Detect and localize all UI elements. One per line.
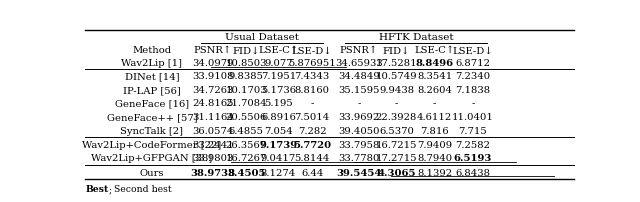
- Text: LSE-D↓: LSE-D↓: [452, 46, 493, 55]
- Text: DINet [14]: DINet [14]: [125, 72, 179, 81]
- Text: LSE-C↑: LSE-C↑: [415, 46, 455, 55]
- Text: 7.054: 7.054: [264, 126, 292, 135]
- Text: 6.8438: 6.8438: [455, 168, 490, 177]
- Text: 5.8144: 5.8144: [294, 154, 330, 163]
- Text: 20.5506: 20.5506: [225, 113, 267, 121]
- Text: 5.195: 5.195: [264, 99, 292, 108]
- Text: 8.8496: 8.8496: [415, 58, 454, 67]
- Text: 33.2441: 33.2441: [192, 140, 234, 149]
- Text: 22.3928: 22.3928: [376, 113, 417, 121]
- Text: 5.876951: 5.876951: [288, 58, 336, 67]
- Text: 36.0574: 36.0574: [192, 126, 234, 135]
- Text: 4.3065: 4.3065: [377, 168, 416, 177]
- Text: LSE-D↓: LSE-D↓: [292, 46, 332, 55]
- Text: -: -: [433, 99, 436, 108]
- Text: PSNR↑: PSNR↑: [194, 46, 232, 55]
- Text: 24.8165: 24.8165: [192, 99, 234, 108]
- Text: 7.282: 7.282: [298, 126, 326, 135]
- Text: 34.0979: 34.0979: [192, 58, 234, 67]
- Text: Wav2Lip+CodeFormer [22]: Wav2Lip+CodeFormer [22]: [83, 140, 221, 149]
- Text: 34.65933: 34.65933: [335, 58, 383, 67]
- Text: 8.1392: 8.1392: [417, 168, 452, 177]
- Text: 33.9692: 33.9692: [338, 113, 380, 121]
- Text: Method: Method: [132, 46, 172, 55]
- Text: 26.3567: 26.3567: [225, 140, 267, 149]
- Text: 9.077: 9.077: [264, 58, 292, 67]
- Text: 6.5370: 6.5370: [379, 126, 414, 135]
- Text: FID↓: FID↓: [383, 46, 410, 55]
- Text: 6.8916: 6.8916: [261, 113, 296, 121]
- Text: -: -: [310, 99, 314, 108]
- Text: 8.3541: 8.3541: [417, 72, 452, 81]
- Text: 6.44: 6.44: [301, 168, 323, 177]
- Text: 8.1274: 8.1274: [260, 168, 296, 177]
- Text: 4.6112: 4.6112: [417, 113, 452, 121]
- Text: 7.9409: 7.9409: [417, 140, 452, 149]
- Text: 9.8385: 9.8385: [228, 72, 264, 81]
- Text: 16.7267: 16.7267: [225, 154, 267, 163]
- Text: 16.7215: 16.7215: [376, 140, 417, 149]
- Text: 38.9738: 38.9738: [191, 168, 236, 177]
- Text: 8.2604: 8.2604: [417, 85, 452, 94]
- Text: 7.2582: 7.2582: [455, 140, 490, 149]
- Text: 31.1164: 31.1164: [192, 113, 234, 121]
- Text: 6.5193: 6.5193: [454, 154, 492, 163]
- Text: -: -: [395, 99, 398, 108]
- Text: Usual Dataset: Usual Dataset: [225, 33, 299, 42]
- Text: 33.7780: 33.7780: [338, 154, 380, 163]
- Text: GeneFace++ [57]: GeneFace++ [57]: [107, 113, 197, 121]
- Text: 6.8712: 6.8712: [455, 58, 490, 67]
- Text: 10.5749: 10.5749: [376, 72, 417, 81]
- Text: 3.4505: 3.4505: [227, 168, 266, 177]
- Text: 8.8160: 8.8160: [294, 85, 330, 94]
- Text: 11.0401: 11.0401: [452, 113, 494, 121]
- Text: 33.9803: 33.9803: [192, 154, 234, 163]
- Text: 6.4855: 6.4855: [228, 126, 264, 135]
- Text: 17.2715: 17.2715: [376, 154, 417, 163]
- Text: SyncTalk [2]: SyncTalk [2]: [120, 126, 184, 135]
- Text: 7.2340: 7.2340: [455, 72, 490, 81]
- Text: 35.1595: 35.1595: [338, 85, 380, 94]
- Text: PSNR↑: PSNR↑: [340, 46, 378, 55]
- Text: 9.9438: 9.9438: [379, 85, 414, 94]
- Text: -: -: [471, 99, 474, 108]
- Text: 7.4343: 7.4343: [294, 72, 330, 81]
- Text: 10.8503: 10.8503: [225, 58, 267, 67]
- Text: 39.5454: 39.5454: [336, 168, 381, 177]
- Text: 17.5281: 17.5281: [376, 58, 417, 67]
- Text: Best: Best: [86, 184, 109, 193]
- Text: Second best: Second best: [114, 184, 172, 193]
- Text: Wav2Lip+GFPGAN [38]: Wav2Lip+GFPGAN [38]: [92, 154, 212, 163]
- Text: 9.0417: 9.0417: [260, 154, 296, 163]
- Text: LSE-C↑: LSE-C↑: [259, 46, 298, 55]
- Text: 7.816: 7.816: [420, 126, 449, 135]
- Text: 7.1951: 7.1951: [260, 72, 296, 81]
- Text: 33.7958: 33.7958: [338, 140, 380, 149]
- Text: 10.1703: 10.1703: [225, 85, 267, 94]
- Text: IP-LAP [56]: IP-LAP [56]: [123, 85, 180, 94]
- Text: 21.7084: 21.7084: [225, 99, 267, 108]
- Text: 34.4849: 34.4849: [338, 72, 380, 81]
- Text: 34.7263: 34.7263: [192, 85, 234, 94]
- Text: HFTK Dataset: HFTK Dataset: [379, 33, 453, 42]
- Text: 8.7940: 8.7940: [417, 154, 452, 163]
- Text: 5.1736: 5.1736: [261, 85, 296, 94]
- Text: 7.715: 7.715: [458, 126, 487, 135]
- Text: 39.4050: 39.4050: [338, 126, 380, 135]
- Text: 33.9108: 33.9108: [192, 72, 234, 81]
- Text: FID↓: FID↓: [232, 46, 260, 55]
- Text: Wav2Lip [1]: Wav2Lip [1]: [122, 58, 182, 67]
- Text: Ours: Ours: [140, 168, 164, 177]
- Text: 9.1739: 9.1739: [259, 140, 298, 149]
- Text: .: .: [154, 184, 157, 193]
- Text: 7.1838: 7.1838: [455, 85, 490, 94]
- Text: -: -: [357, 99, 360, 108]
- Text: GeneFace [16]: GeneFace [16]: [115, 99, 189, 108]
- Text: 5.7720: 5.7720: [293, 140, 331, 149]
- Text: 7.5014: 7.5014: [294, 113, 330, 121]
- Text: ;: ;: [108, 184, 111, 193]
